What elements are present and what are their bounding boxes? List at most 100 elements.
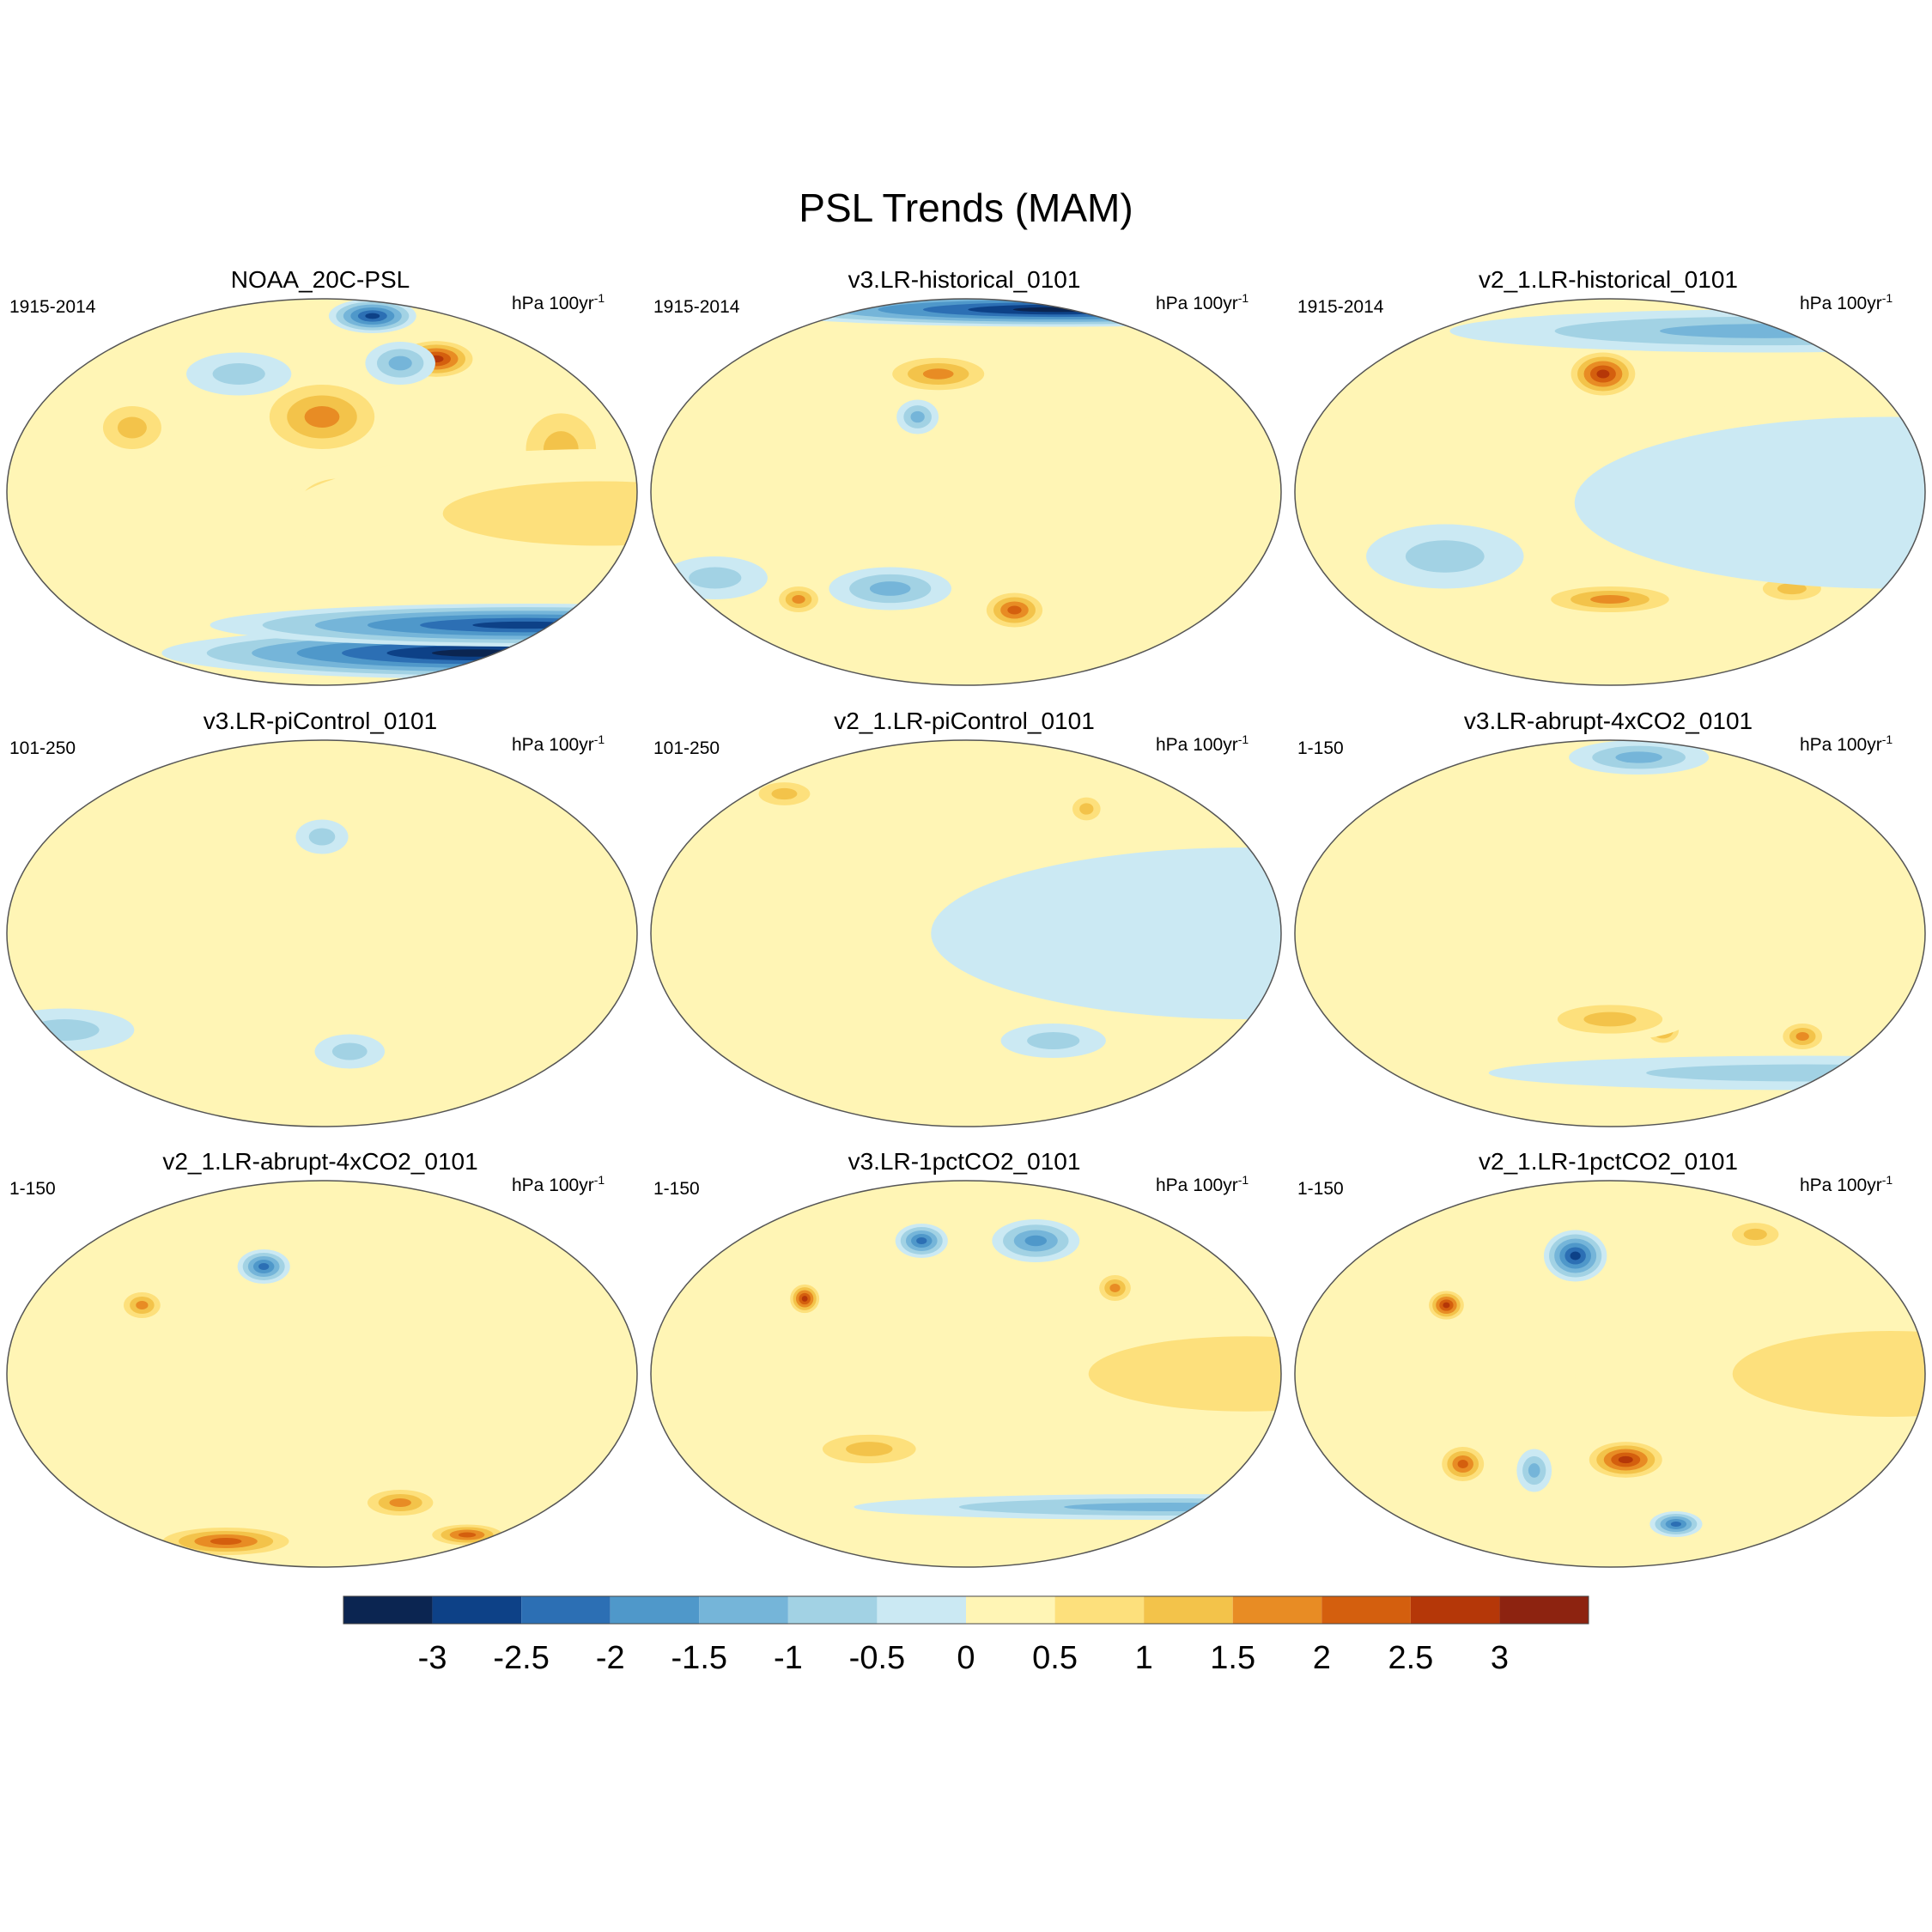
panel-period: 1915-2014 xyxy=(9,297,96,317)
contour-region xyxy=(1573,826,1925,998)
contour-region xyxy=(846,1442,893,1456)
panel-units: hPa 100yr-1 xyxy=(1800,732,1893,755)
map-panel: v3.LR-piControl_0101 101-250 hPa 100yr-1 xyxy=(6,708,638,1127)
map-outline xyxy=(1294,739,1926,1127)
contour-region xyxy=(1007,605,1022,615)
map-panel: v2_1.LR-1pctCO2_0101 1-150 hPa 100yr-1 xyxy=(1294,1148,1926,1568)
contour-region xyxy=(331,1042,368,1060)
contour-region xyxy=(931,406,1281,578)
panel-period: 101-250 xyxy=(9,738,76,758)
contour-region xyxy=(1570,1251,1581,1261)
colorbar-tick-label: 2.5 xyxy=(1388,1640,1433,1676)
contour-region xyxy=(1596,369,1610,379)
contour-region xyxy=(1615,751,1662,763)
panel-units: hPa 100yr-1 xyxy=(512,732,605,755)
contour-region xyxy=(1743,1228,1767,1241)
colorbar: -3 -2.5 -2 -1.5 -1 -0.5 0 0.5 1 1.5 2 2.5 3 xyxy=(343,1595,1589,1676)
contour-region xyxy=(212,363,265,385)
contour-region xyxy=(1088,1336,1281,1412)
panel-period: 1-150 xyxy=(1297,1179,1344,1199)
figure-title: PSL Trends (MAM) xyxy=(799,185,1133,230)
contour-region xyxy=(1659,324,1870,338)
panel-units: hPa 100yr-1 xyxy=(512,291,605,313)
map-panel: v2_1.LR-historical_0101 1915-2014 hPa 100y… xyxy=(1294,266,1926,686)
contour-region xyxy=(472,621,578,629)
map-panel: v3.LR-historical_0101 1915-2014 hPa 100yr-… xyxy=(650,266,1282,686)
colorbar-tick-label: 2 xyxy=(1313,1640,1331,1676)
colorbar-swatch xyxy=(610,1596,700,1624)
contour-region xyxy=(931,848,1281,1019)
panel-title: v3.LR-abrupt-4xCO2_0101 xyxy=(1464,708,1753,734)
trend-field xyxy=(1295,299,1925,685)
colorbar-swatch xyxy=(1499,1596,1589,1624)
contour-region xyxy=(136,1301,149,1309)
contour-region xyxy=(304,406,340,428)
colorbar-swatch xyxy=(1054,1596,1145,1624)
contour-region xyxy=(389,1498,411,1507)
trend-field xyxy=(1295,740,1925,1127)
map-panel: v3.LR-abrupt-4xCO2_0101 1-150 hPa 100yr-1 xyxy=(1294,708,1926,1127)
colorbar-tick-label: 1.5 xyxy=(1210,1640,1255,1676)
contour-region xyxy=(1405,540,1485,573)
contour-region xyxy=(922,368,954,380)
panel-units: hPa 100yr-1 xyxy=(1156,291,1249,313)
panel-period: 1-150 xyxy=(1297,738,1344,758)
trend-field xyxy=(1295,1181,1925,1567)
panel-title: v3.LR-piControl_0101 xyxy=(204,708,437,734)
map-panel: v3.LR-1pctCO2_0101 1-150 hPa 100yr-1 xyxy=(650,1148,1282,1568)
trend-field xyxy=(7,740,637,1127)
panel-period: 1915-2014 xyxy=(653,297,740,317)
colorbar-tick-label: -1.5 xyxy=(671,1640,727,1676)
colorbar-swatch xyxy=(699,1596,788,1624)
colorbar-tick-label: 1 xyxy=(1135,1640,1153,1676)
contour-region xyxy=(910,410,925,423)
colorbar-frame xyxy=(343,1595,1589,1625)
panel-units: hPa 100yr-1 xyxy=(512,1173,605,1195)
trend-field xyxy=(651,740,1281,1127)
colorbar-swatch xyxy=(521,1596,611,1624)
panel-title: v3.LR-1pctCO2_0101 xyxy=(848,1148,1081,1175)
contour-region xyxy=(801,1296,808,1302)
map-outline xyxy=(650,298,1282,686)
contour-region xyxy=(1079,803,1094,815)
colorbar-swatch xyxy=(1232,1596,1322,1624)
contour-region xyxy=(1732,1331,1925,1417)
map-panel: v2_1.LR-piControl_0101 101-250 hPa 100yr-1 xyxy=(650,708,1282,1127)
contour-region xyxy=(388,355,412,371)
contour-region xyxy=(1670,1522,1682,1527)
panel-title: v2_1.LR-piControl_0101 xyxy=(834,708,1095,734)
panel-title: v2_1.LR-historical_0101 xyxy=(1479,266,1738,293)
contour-region xyxy=(1457,1460,1468,1468)
panel-title: v2_1.LR-1pctCO2_0101 xyxy=(1479,1148,1738,1175)
trend-field xyxy=(651,1181,1281,1567)
colorbar-swatch xyxy=(1321,1596,1411,1624)
contour-region xyxy=(285,826,637,998)
colorbar-tick-label: 3 xyxy=(1491,1640,1509,1676)
colorbar-swatch xyxy=(1144,1596,1233,1624)
colorbar-tick-label: 0 xyxy=(957,1640,975,1676)
map-outline xyxy=(650,1180,1282,1568)
contour-region xyxy=(1064,1503,1274,1511)
colorbar-tick-label: -2 xyxy=(596,1640,625,1676)
contour-region xyxy=(431,649,522,657)
panel-title: v3.LR-historical_0101 xyxy=(848,266,1081,293)
colorbar-swatch xyxy=(966,1596,1055,1624)
contour-region xyxy=(258,1263,270,1270)
map-outline xyxy=(6,1180,638,1568)
contour-region xyxy=(1027,1032,1080,1049)
contour-region xyxy=(283,1255,637,1428)
panel-units: hPa 100yr-1 xyxy=(1156,1173,1249,1195)
colorbar-swatch xyxy=(1410,1596,1500,1624)
colorbar-swatch xyxy=(877,1596,966,1624)
contour-region xyxy=(1528,1463,1540,1478)
colorbar-swatch xyxy=(432,1596,522,1624)
contour-region xyxy=(458,1532,477,1538)
panel-units: hPa 100yr-1 xyxy=(1156,732,1249,755)
contour-region xyxy=(869,581,911,596)
colorbar-tick-label: -1 xyxy=(774,1640,803,1676)
contour-region xyxy=(916,1237,927,1244)
contour-region xyxy=(1443,1302,1450,1309)
contour-region xyxy=(442,481,637,546)
